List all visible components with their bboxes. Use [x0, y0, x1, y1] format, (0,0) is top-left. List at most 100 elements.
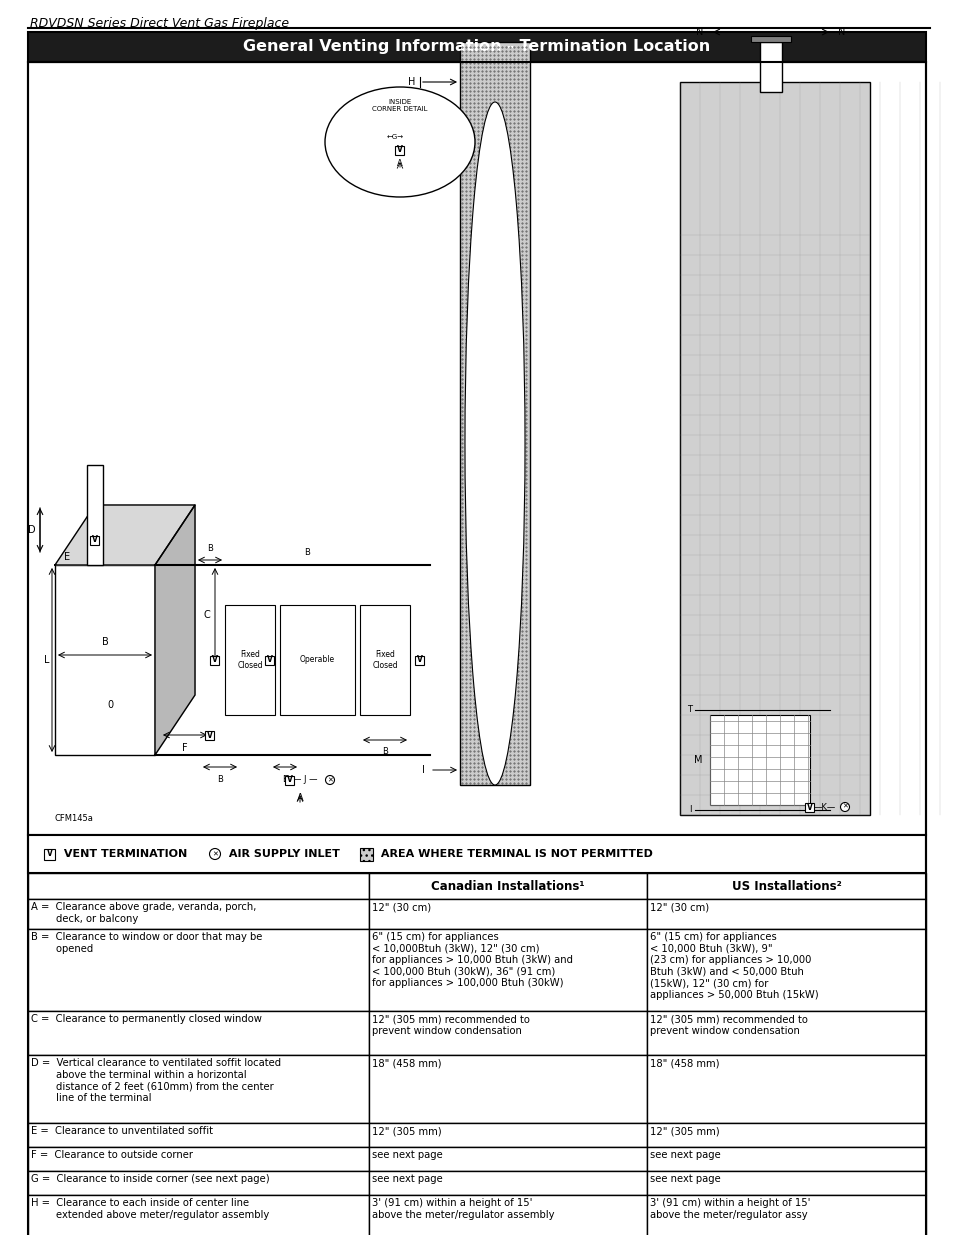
Bar [359, 605, 410, 715]
Bar [369, 873, 646, 899]
Ellipse shape [464, 103, 524, 785]
Text: F =  Clearance to outside corner: F = Clearance to outside corner [30, 1150, 193, 1160]
Text: T: T [687, 705, 692, 715]
Text: ✕: ✕ [841, 804, 847, 810]
Text: M: M [693, 755, 701, 764]
Text: V: V [396, 146, 402, 154]
Text: V: V [287, 776, 293, 784]
Polygon shape [55, 505, 194, 564]
Text: 3' (91 cm) within a height of 15'
above the meter/regulator assembly: 3' (91 cm) within a height of 15' above … [372, 1198, 554, 1220]
Bar [646, 1171, 925, 1195]
Bar [28, 62, 925, 835]
Bar [369, 1123, 646, 1147]
Bar [679, 82, 869, 815]
Bar [395, 146, 404, 154]
Bar [416, 656, 424, 664]
Bar [646, 1011, 925, 1055]
Text: E =  Clearance to unventilated soffit: E = Clearance to unventilated soffit [30, 1126, 213, 1136]
Text: B: B [207, 543, 213, 553]
Bar [205, 730, 214, 740]
Text: I: I [421, 764, 424, 776]
Circle shape [325, 776, 335, 784]
Text: A: A [396, 159, 402, 168]
Text: V: V [806, 803, 812, 811]
Polygon shape [154, 505, 194, 755]
Text: F: F [182, 743, 188, 753]
Bar [225, 605, 274, 715]
Bar [709, 715, 809, 805]
Text: B: B [381, 747, 388, 756]
Text: 18" (458 mm): 18" (458 mm) [372, 1058, 441, 1068]
Text: A =  Clearance above grade, veranda, porch,
        deck, or balcony: A = Clearance above grade, veranda, porc… [30, 902, 256, 924]
Text: H =  Clearance to each inside of center line
        extended above meter/regula: H = Clearance to each inside of center l… [30, 1198, 269, 1220]
Text: INSIDE
CORNER DETAIL: INSIDE CORNER DETAIL [372, 99, 427, 112]
Text: B: B [304, 548, 310, 557]
Text: see next page: see next page [649, 1150, 720, 1160]
Bar [28, 929, 369, 1011]
Text: Fixed
Closed: Fixed Closed [372, 651, 397, 669]
Text: CFM145a: CFM145a [55, 814, 93, 823]
Text: 12" (305 mm) recommended to
prevent window condensation: 12" (305 mm) recommended to prevent wind… [372, 1014, 529, 1036]
Text: V: V [47, 850, 52, 858]
Bar [87, 466, 103, 564]
Bar [369, 1147, 646, 1171]
Bar [211, 656, 219, 664]
Circle shape [210, 848, 220, 860]
Text: 6" (15 cm) for appliances
< 10,000 Btuh (3kW), 9"
(23 cm) for appliances > 10,00: 6" (15 cm) for appliances < 10,000 Btuh … [649, 932, 818, 1000]
Text: H: H [407, 77, 415, 86]
Text: D =  Vertical clearance to ventilated soffit located
        above the terminal : D = Vertical clearance to ventilated sof… [30, 1058, 281, 1103]
Bar [28, 1011, 369, 1055]
Bar [28, 1055, 369, 1123]
Text: ←G→: ←G→ [386, 135, 403, 140]
Text: E: E [64, 552, 70, 562]
Text: N: N [766, 52, 774, 62]
Text: — J —: — J — [293, 776, 317, 784]
Text: V: V [212, 656, 217, 664]
Text: G =  Clearance to inside corner (see next page): G = Clearance to inside corner (see next… [30, 1174, 270, 1184]
Text: Fixed
Closed: Fixed Closed [237, 651, 262, 669]
Text: L: L [44, 655, 50, 664]
Text: —K—: —K— [813, 803, 835, 811]
Bar [225, 605, 274, 715]
Bar [646, 1147, 925, 1171]
Ellipse shape [325, 86, 475, 198]
Bar [28, 1123, 369, 1147]
Text: B: B [102, 637, 109, 647]
Bar [265, 656, 274, 664]
Text: US Installations²: US Installations² [731, 879, 841, 893]
Circle shape [840, 803, 848, 811]
Bar [55, 564, 154, 755]
Text: B: B [217, 776, 223, 784]
Bar [91, 536, 99, 545]
Bar [646, 1123, 925, 1147]
Bar [28, 835, 925, 873]
Text: 12" (30 cm): 12" (30 cm) [649, 902, 708, 911]
Text: RDVDSN Series Direct Vent Gas Fireplace: RDVDSN Series Direct Vent Gas Fireplace [30, 17, 289, 30]
Bar [359, 847, 373, 861]
Text: see next page: see next page [372, 1174, 442, 1184]
Text: AIR SUPPLY INLET: AIR SUPPLY INLET [225, 848, 339, 860]
Text: 12" (305 mm): 12" (305 mm) [372, 1126, 441, 1136]
Text: V: V [207, 730, 213, 740]
Bar [369, 1171, 646, 1195]
Text: B =  Clearance to window or door that may be
        opened: B = Clearance to window or door that may… [30, 932, 262, 953]
Bar [28, 1147, 369, 1171]
Bar [28, 873, 369, 899]
Text: C: C [203, 610, 211, 620]
Bar [804, 803, 814, 811]
Text: B: B [282, 776, 288, 784]
Bar [359, 605, 410, 715]
Text: 12" (305 mm): 12" (305 mm) [649, 1126, 719, 1136]
Text: ✕: ✕ [327, 777, 333, 783]
Text: V: V [92, 536, 98, 545]
Text: Canadian Installations¹: Canadian Installations¹ [431, 879, 584, 893]
Text: General Venting Information - Termination Location: General Venting Information - Terminatio… [243, 40, 710, 54]
Bar [369, 899, 646, 929]
Bar [646, 899, 925, 929]
Text: V: V [267, 656, 273, 664]
Text: I: I [688, 805, 691, 815]
Bar [369, 1011, 646, 1055]
Bar [459, 42, 530, 785]
Bar [750, 36, 790, 42]
Text: C =  Clearance to permanently closed window: C = Clearance to permanently closed wind… [30, 1014, 262, 1024]
